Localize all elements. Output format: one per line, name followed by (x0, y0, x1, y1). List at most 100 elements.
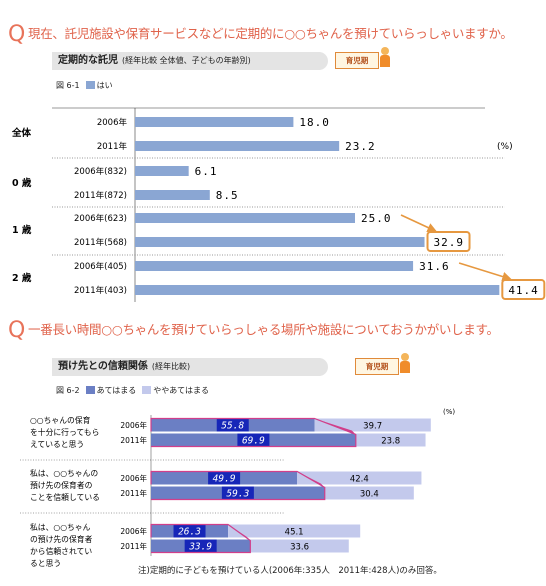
value-label-yaya: 45.1 (285, 528, 304, 538)
value-label-atehamaru: 55.8 (221, 421, 244, 432)
value-box (184, 539, 217, 553)
bar (135, 285, 500, 295)
group-label: 私は、○○ちゃん (30, 523, 91, 532)
value-label-yaya: 33.6 (290, 543, 309, 553)
highlight-box (426, 231, 471, 252)
group-label: 私は、○○ちゃんの (30, 469, 98, 478)
row-label: 2011年(403) (74, 285, 127, 296)
value-label: 6.1 (195, 165, 218, 178)
row-label: 2011年(872) (74, 190, 127, 201)
chart-2-fig-label: 図 6-2 (56, 386, 80, 395)
bar-yaya (228, 524, 361, 538)
chart-1-legend: 図 6-1 はい (56, 80, 113, 91)
value-label: 8.5 (216, 189, 239, 202)
group-label: 1 歳 (12, 224, 32, 236)
bar (135, 213, 355, 223)
chart-1-fig-label: 図 6-1 (56, 81, 80, 90)
trend-arrow (400, 214, 437, 232)
legend-label-2: ややあてはまる (153, 386, 209, 395)
chart-2-legend: 図 6-2 あてはまる ややあてはまる (56, 385, 209, 396)
value-box (221, 486, 254, 500)
bar-yaya (355, 433, 426, 447)
value-label-yaya: 23.8 (381, 437, 400, 447)
row-label: 2006年 (120, 420, 147, 430)
row-label: 2006年 (97, 117, 128, 128)
question-2-text: 一番長い時間○○ちゃんを預けていらっしゃる場所や施設についておうかがいします。 (28, 322, 499, 337)
row-label: 2011年 (97, 141, 128, 152)
group-label: 預け先の保育者の (30, 480, 93, 490)
value-label: 23.2 (345, 140, 376, 153)
change-arrowhead (314, 418, 356, 435)
question-2: Q 一番長い時間○○ちゃんを預けていらっしゃる場所や施設についておうかがいします。 (8, 318, 499, 343)
q-mark: Q (8, 22, 26, 47)
value-label: 32.9 (434, 236, 465, 249)
value-label-atehamaru: 26.3 (178, 527, 201, 538)
group-label: えていると思う (30, 440, 84, 449)
bar-yaya (324, 486, 414, 500)
bar (135, 117, 294, 127)
legend-label: はい (96, 81, 113, 90)
row-label: 2006年(623) (74, 213, 127, 224)
group-label: ると思う (30, 559, 61, 568)
row-label: 2011年 (120, 541, 147, 551)
group-label: 0 歳 (12, 177, 32, 189)
q-mark: Q (8, 318, 26, 343)
person-icon (399, 353, 411, 373)
highlight-box (501, 279, 546, 300)
row-label: 2006年 (120, 473, 147, 483)
group-label: を十分に行ってもら (30, 427, 99, 437)
badge-2: 育児期 (355, 358, 399, 375)
value-label-yaya: 30.4 (360, 490, 379, 500)
change-arrowhead (297, 471, 325, 488)
bar (135, 237, 425, 247)
trend-arrow (458, 262, 512, 282)
value-box (216, 418, 249, 432)
group-label: 全体 (11, 127, 32, 139)
value-label: 41.4 (508, 284, 539, 297)
value-label-atehamaru: 59.3 (226, 489, 249, 500)
row-label: 2006年(405) (74, 261, 127, 272)
unit-label: (%) (497, 142, 513, 152)
value-label: 18.0 (299, 116, 330, 129)
value-label-atehamaru: 33.9 (188, 542, 212, 553)
question-1-text: 現在、託児施設や保育サービスなどに定期的に○○ちゃんを預けていらっしゃいますか。 (28, 26, 513, 41)
badge-1: 育児期 (335, 52, 379, 69)
row-label: 2011年 (120, 435, 147, 445)
value-label: 25.0 (361, 212, 392, 225)
group-label: から信頼されてい (30, 546, 92, 556)
row-label: 2006年(832) (74, 166, 127, 177)
section-1-subtitle: (経年比較 全体値、子どもの年齢別) (122, 56, 251, 65)
value-label: 31.6 (419, 260, 450, 273)
legend-swatch (85, 81, 95, 89)
section-2-subtitle: (経年比較) (151, 362, 191, 371)
bar (135, 141, 340, 151)
value-label-atehamaru: 69.9 (242, 436, 265, 447)
section-1-title: 定期的な託児 (経年比較 全体値、子どもの年齢別) (52, 52, 328, 70)
value-box (208, 471, 241, 485)
section-1-title-text: 定期的な託児 (58, 55, 118, 66)
chart-1: (%) 全体 2006年 18.0 2011年 23.2 0 歳 2006年(832) 6.1 2… (11, 107, 546, 302)
question-1: Q 現在、託児施設や保育サービスなどに定期的に○○ちゃんを預けていらっしゃいますか… (8, 22, 513, 47)
row-label: 2006年 (120, 526, 147, 536)
value-label-yaya: 42.4 (350, 475, 369, 485)
change-arrowhead (228, 524, 251, 541)
row-label: 2011年 (120, 488, 147, 498)
section-2-title: 預け先との信頼関係 (経年比較) (52, 358, 328, 376)
bar (135, 166, 189, 176)
bar-yaya (250, 539, 349, 553)
person-icon (379, 47, 391, 67)
group-label: 2 歳 (12, 272, 32, 284)
group-label: の預け先の保育者 (30, 534, 93, 544)
value-box (237, 433, 270, 447)
row-label: 2011年(568) (74, 237, 127, 248)
group-label: ○○ちゃんの保育 (30, 415, 91, 425)
bar (135, 190, 210, 200)
footnote: 注)定期的に子どもを預けている人(2006年:335人 2011年:428人)の… (138, 566, 442, 576)
change-outline (150, 523, 251, 554)
value-box (173, 524, 206, 538)
value-label-yaya: 39.7 (363, 422, 382, 432)
bar-yaya (297, 471, 422, 485)
value-label-atehamaru: 49.9 (213, 474, 236, 485)
legend-label-1: あてはまる (96, 386, 137, 395)
